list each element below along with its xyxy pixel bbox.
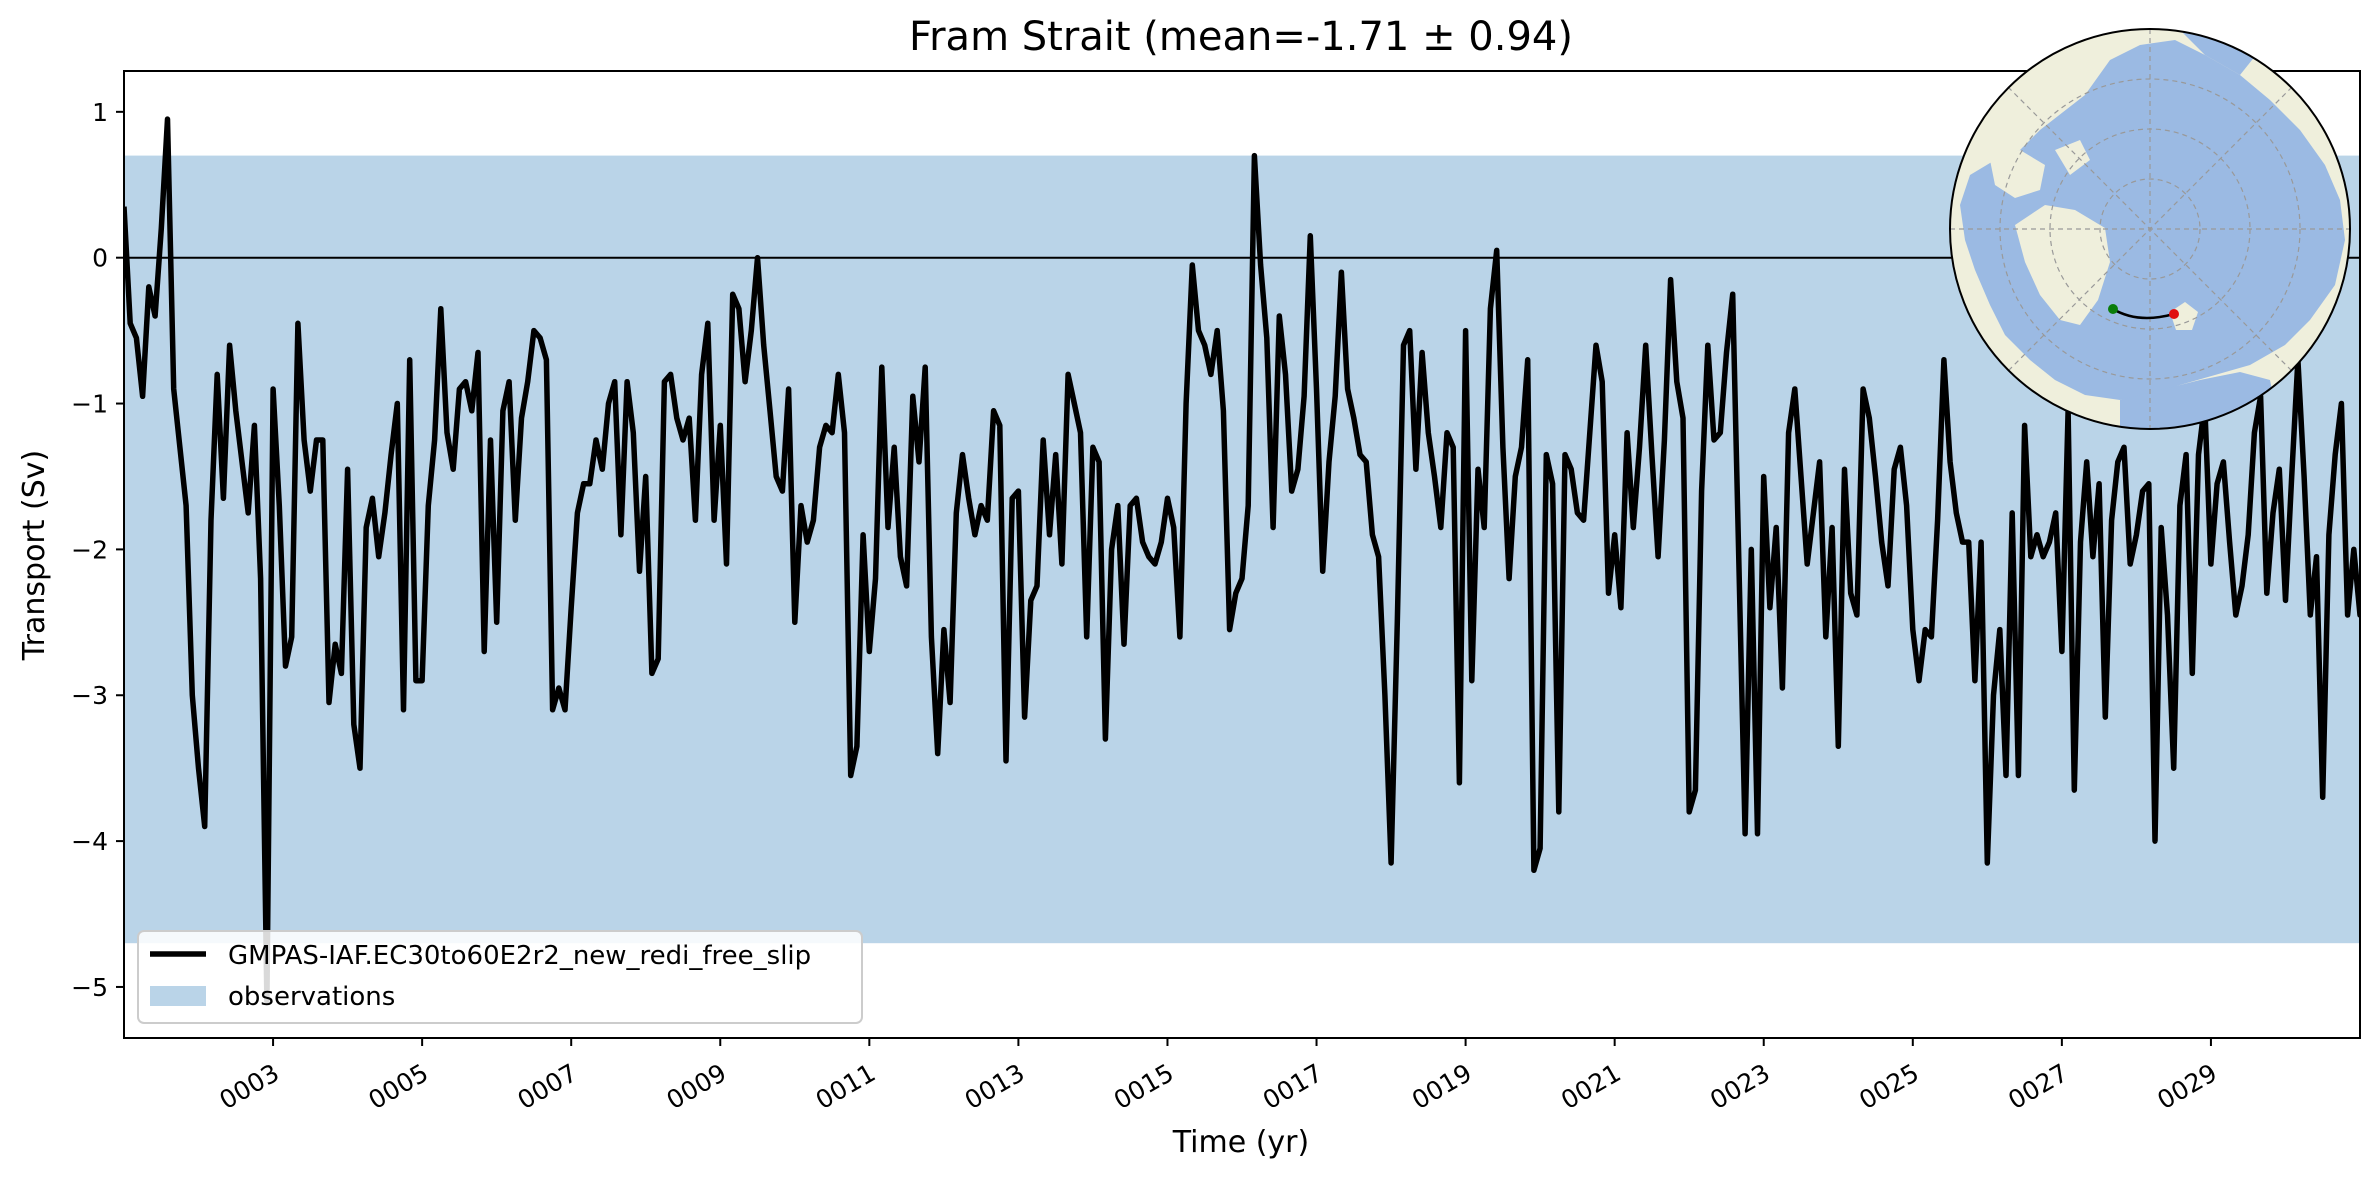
x-tick-label: 0007 [513, 1058, 583, 1115]
legend-series-label: GMPAS-IAF.EC30to60E2r2_new_redi_free_sli… [228, 941, 811, 971]
arctic-inset-map [1949, 28, 2351, 430]
series-line [124, 116, 2360, 1005]
transect-line [2112, 307, 2175, 320]
transect-start-marker [2108, 304, 2118, 314]
y-tick-label: −4 [71, 827, 108, 856]
legend-observations-swatch [150, 986, 206, 1006]
x-tick-label: 0029 [2152, 1058, 2222, 1115]
legend: GMPAS-IAF.EC30to60E2r2_new_redi_free_sli… [137, 930, 863, 1024]
y-tick-label: −1 [71, 390, 108, 419]
greenland-shape [2015, 205, 2110, 325]
y-axis-label: Transport (Sv) [17, 450, 52, 662]
y-tick-label: 0 [92, 244, 108, 273]
y-tick-label: 1 [92, 98, 108, 127]
svalbard-shape [2170, 302, 2198, 330]
x-tick-label: 0011 [811, 1058, 881, 1115]
x-tick-label: 0013 [960, 1058, 1030, 1115]
x-tick-label: 0015 [1109, 1058, 1179, 1115]
y-tick-label: −3 [71, 681, 108, 710]
y-tick-label: −5 [71, 973, 108, 1002]
x-tick-label: 0009 [662, 1058, 732, 1115]
map-outline [1949, 28, 2351, 430]
y-tick-label: −2 [71, 535, 108, 564]
x-tick-label: 0023 [1705, 1058, 1775, 1115]
transect-end-marker [2169, 309, 2179, 319]
x-tick-label: 0019 [1407, 1058, 1477, 1115]
x-axis-label: Time (yr) [1172, 1125, 1309, 1160]
x-tick-label: 0005 [364, 1058, 434, 1115]
x-tick-label: 0021 [1556, 1058, 1626, 1115]
archipelago-shape [1990, 140, 2090, 198]
legend-observations-label: observations [228, 982, 395, 1012]
x-tick-label: 0003 [214, 1058, 284, 1115]
y-axis-ticks: −5 −4 −3 −2 −1 0 1 [71, 98, 124, 1002]
legend-box [137, 930, 863, 1024]
plot-frame [123, 70, 2361, 1039]
x-axis-ticks: 0003 0005 0007 0009 0011 0013 0015 0017 0019 0021… [214, 1038, 2222, 1115]
chart-title: Fram Strait (mean=-1.71 ± 0.94) [909, 14, 1573, 60]
x-tick-label: 0017 [1258, 1058, 1328, 1115]
x-tick-label: 0027 [2003, 1058, 2073, 1115]
x-tick-label: 0025 [1854, 1058, 1924, 1115]
